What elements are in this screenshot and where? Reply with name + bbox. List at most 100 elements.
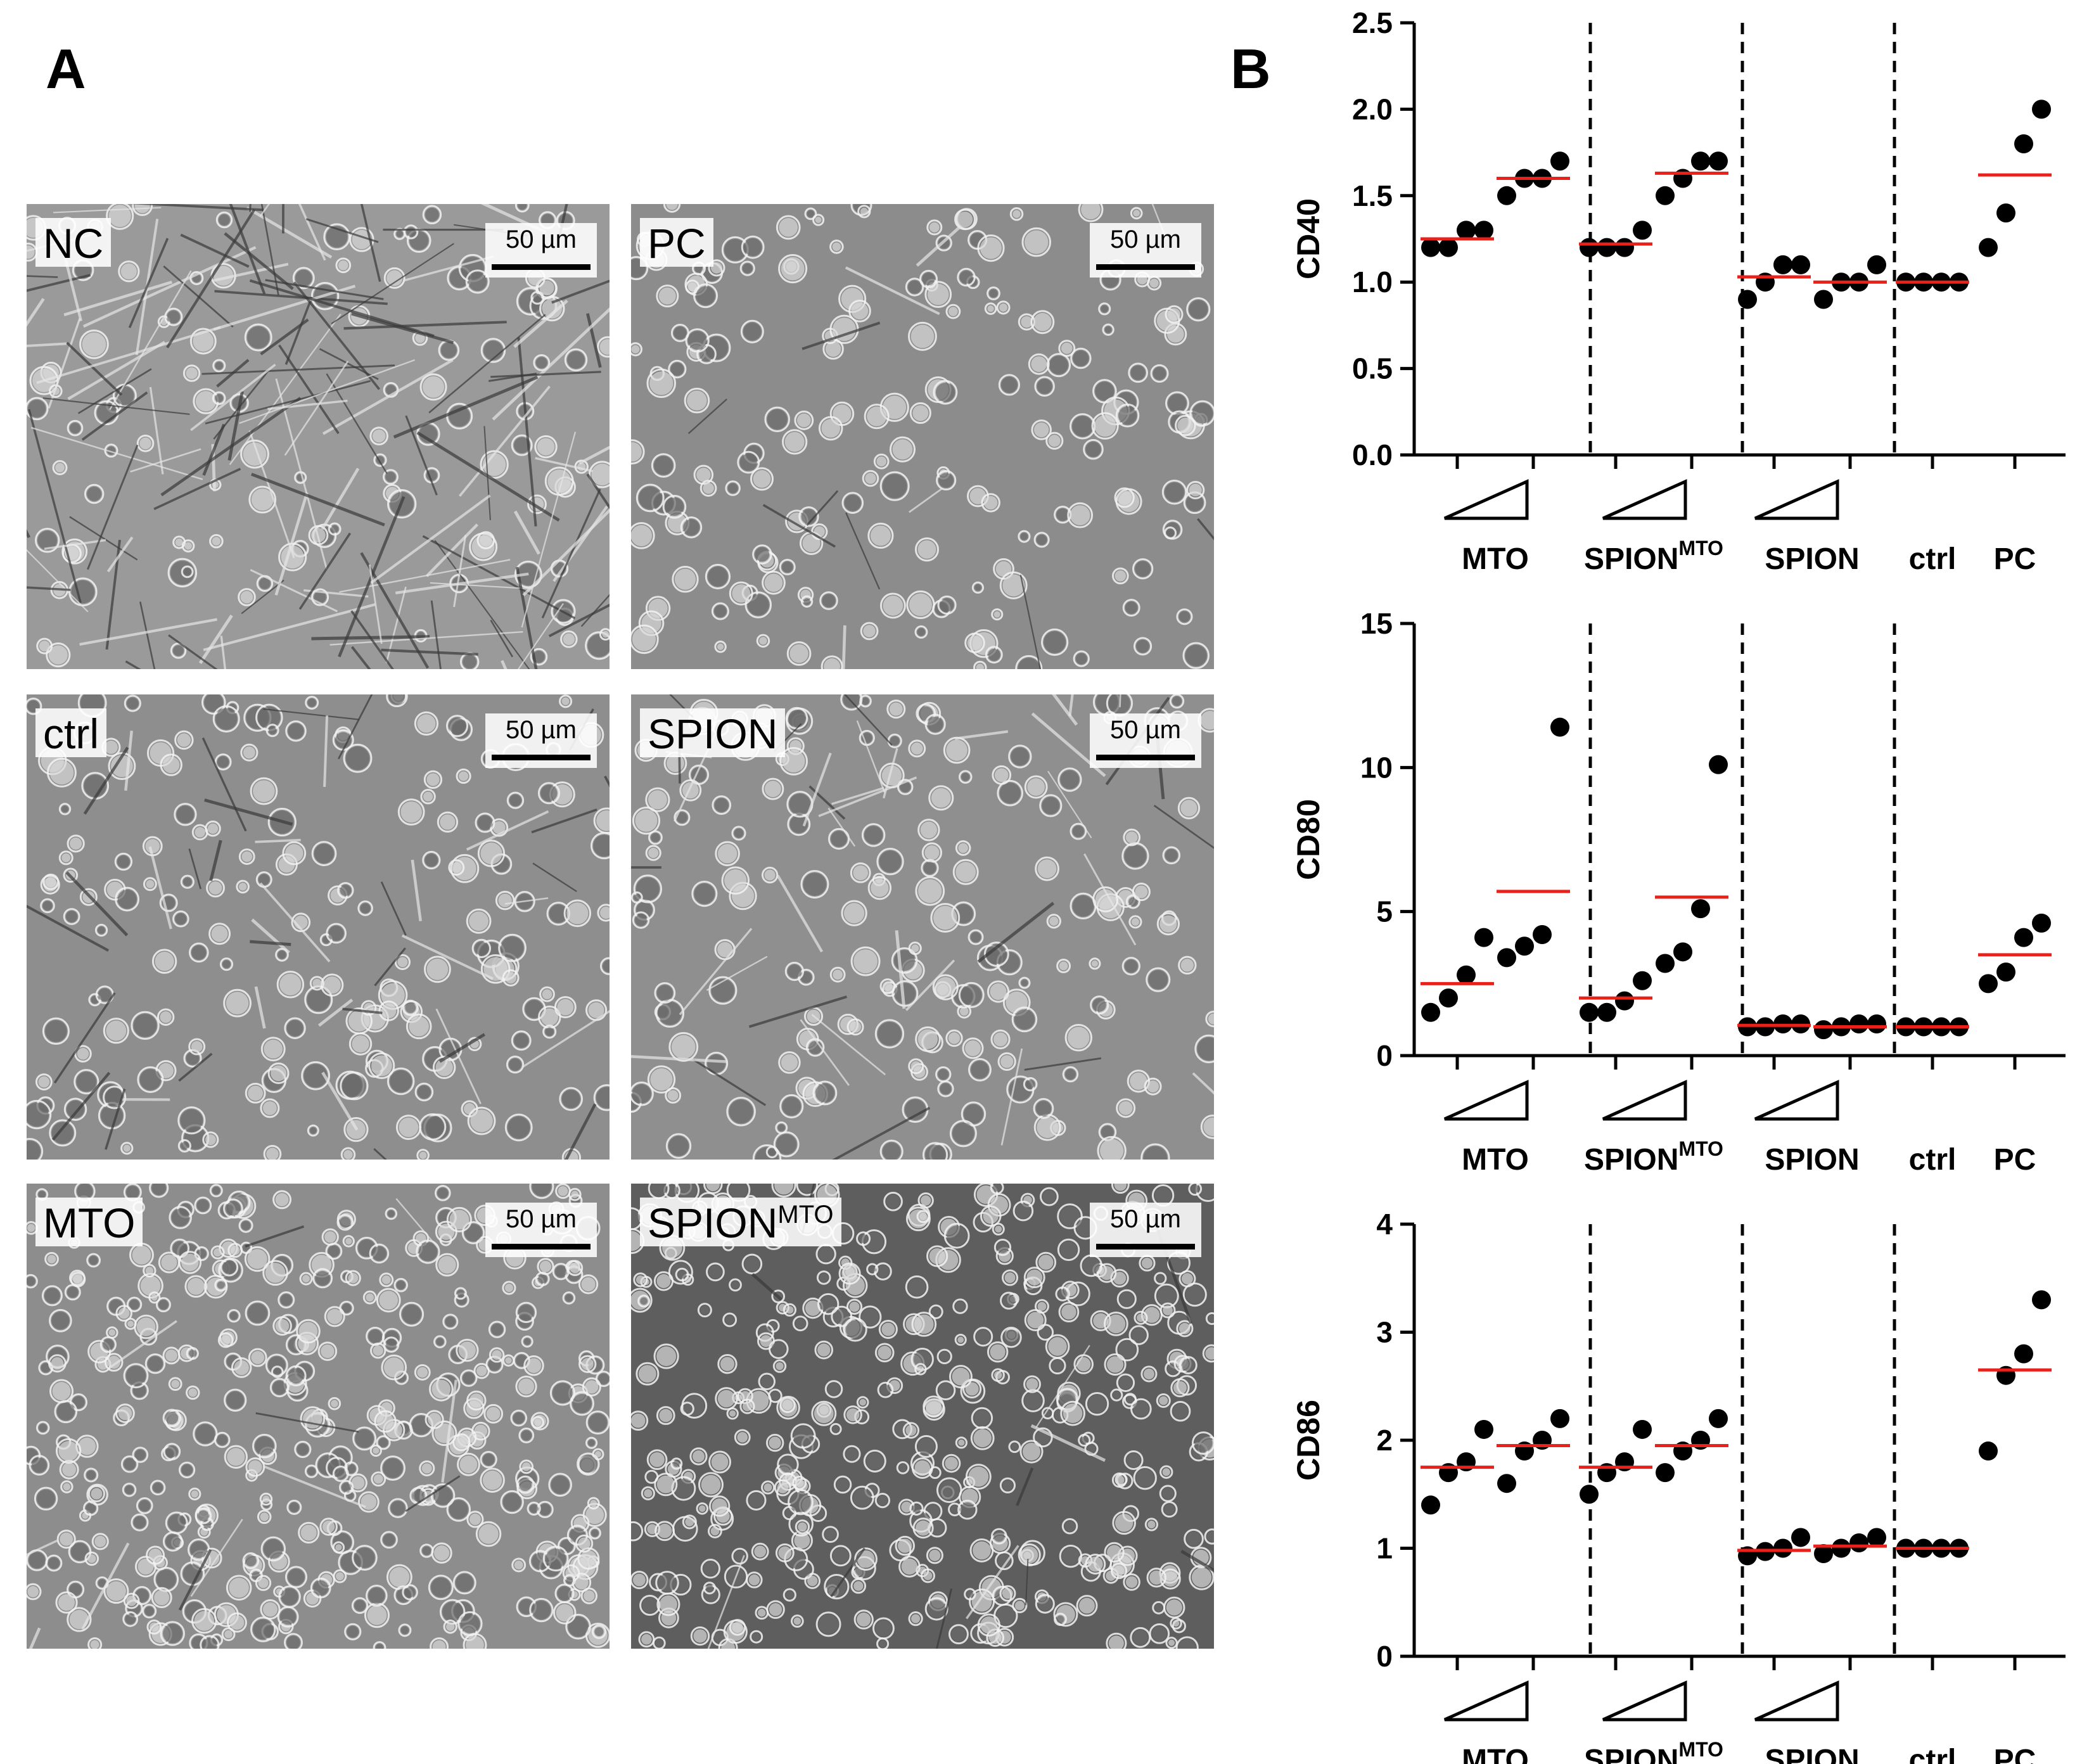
data-point (1550, 151, 1569, 171)
scale-bar-label: 50 µm (506, 1205, 577, 1233)
data-point (1709, 1409, 1728, 1428)
micrograph-5: MTO 50 µm (27, 1184, 610, 1649)
data-point (1439, 988, 1458, 1008)
scale-bar: 50 µm (485, 713, 597, 768)
x-category-label: ctrl (1909, 1744, 1957, 1764)
micrograph-6: SPIONMTO 50 µm (631, 1184, 1214, 1649)
x-category-label: PC (1994, 1744, 2036, 1764)
data-point (1580, 238, 1599, 257)
micrograph-3: ctrl 50 µm (27, 694, 610, 1160)
dose-triangle (1602, 479, 1687, 520)
micrograph-label-text: PC (648, 220, 706, 267)
x-category-sup: MTO (1678, 1137, 1723, 1160)
x-category-label: SPION (1765, 542, 1859, 576)
x-category-label: SPION (1765, 1143, 1859, 1177)
scale-bar-line (492, 1244, 591, 1250)
data-point (1867, 255, 1886, 274)
data-point (1791, 255, 1810, 274)
data-point (1867, 1528, 1886, 1547)
y-axis-label: CD80 (1291, 799, 1326, 880)
data-point (1814, 290, 1833, 309)
micrograph-1: NC 50 µm (27, 204, 610, 669)
y-axis-label: CD86 (1291, 1400, 1326, 1481)
data-point (1497, 1474, 1516, 1493)
data-point (1709, 151, 1728, 171)
y-tick-label: 3 (1376, 1316, 1393, 1349)
data-point (1457, 220, 1476, 240)
data-point (2014, 1344, 2033, 1364)
data-point (1996, 203, 2015, 223)
y-tick-label: 2.5 (1352, 6, 1393, 39)
data-point (1656, 1463, 1675, 1483)
data-point (2032, 1290, 2051, 1310)
data-point (1633, 220, 1652, 240)
data-point (1497, 186, 1516, 205)
data-point (1656, 186, 1675, 205)
data-point (1979, 1441, 1998, 1461)
micrograph-label-text: SPION (648, 710, 778, 757)
scale-bar-label: 50 µm (506, 716, 577, 744)
dose-triangle (1754, 1680, 1839, 1722)
micrograph-label-text: MTO (43, 1199, 136, 1246)
x-category-label: MTO (1462, 1143, 1529, 1177)
data-point (1439, 238, 1458, 257)
x-category-label: PC (1994, 1143, 2036, 1177)
dose-triangle (1443, 479, 1529, 520)
data-point (1709, 755, 1728, 774)
data-point (1615, 238, 1634, 257)
data-point (1979, 974, 1998, 994)
dose-triangle (1443, 1680, 1529, 1722)
y-tick-label: 0.0 (1352, 438, 1393, 471)
micrograph-label: PC (640, 218, 713, 267)
data-point (1474, 220, 1493, 240)
scale-bar-line (492, 264, 591, 270)
scale-bar: 50 µm (1090, 223, 1201, 278)
x-category-label: PC (1994, 542, 2036, 576)
y-tick-label: 1.5 (1352, 179, 1393, 212)
dose-triangle (1754, 1080, 1839, 1121)
data-point (1633, 971, 1652, 990)
scale-bar-line (1096, 1244, 1195, 1250)
data-point (1474, 928, 1493, 947)
data-point (1867, 1014, 1886, 1033)
y-tick-label: 5 (1376, 895, 1393, 928)
data-point (1633, 1419, 1652, 1439)
y-tick-label: 4 (1376, 1208, 1393, 1241)
micrograph-label-text: ctrl (43, 710, 99, 757)
micrograph-label: ctrl (35, 708, 106, 758)
y-tick-label: 0 (1376, 1039, 1393, 1072)
scale-bar: 50 µm (485, 1203, 597, 1257)
micrograph-2: PC 50 µm (631, 204, 1214, 669)
x-category-label: SPIONMTO (1584, 1137, 1723, 1177)
scale-bar: 50 µm (485, 223, 597, 278)
dose-triangle (1602, 1080, 1687, 1121)
x-category-label: SPIONMTO (1584, 537, 1723, 576)
y-axis-label: CD40 (1291, 198, 1326, 279)
dose-triangle (1754, 479, 1839, 520)
data-point (1849, 1533, 1868, 1552)
x-category-sup: MTO (1678, 537, 1723, 559)
micrograph-label: SPIONMTO (640, 1198, 841, 1247)
micrograph-label-text: NC (43, 220, 104, 267)
data-point (1673, 942, 1692, 962)
data-point (1580, 1485, 1599, 1504)
data-point (1597, 1002, 1616, 1022)
data-point (1791, 1528, 1810, 1547)
data-point (2032, 99, 2051, 119)
micrograph-label: NC (35, 218, 112, 267)
scale-bar-label: 50 µm (1110, 226, 1181, 253)
micrograph-label-text: SPION (648, 1199, 778, 1246)
data-point (1515, 936, 1534, 956)
y-tick-label: 10 (1360, 751, 1393, 784)
data-point (1656, 954, 1675, 973)
data-point (1814, 1544, 1833, 1564)
micrograph-label-sup: MTO (777, 1201, 834, 1229)
micrograph-label: MTO (35, 1198, 143, 1247)
x-category-label: MTO (1462, 542, 1529, 576)
dose-triangle (1602, 1680, 1687, 1722)
y-tick-label: 1.0 (1352, 265, 1393, 298)
dose-triangle (1443, 1080, 1529, 1121)
y-tick-label: 1 (1376, 1532, 1393, 1565)
data-point (1497, 948, 1516, 968)
data-point (1691, 899, 1710, 919)
